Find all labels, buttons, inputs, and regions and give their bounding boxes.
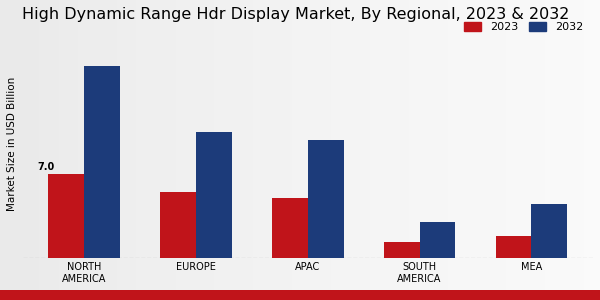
Bar	[160, 192, 196, 258]
Bar	[84, 66, 120, 258]
Bar	[272, 198, 308, 258]
Bar	[532, 204, 567, 258]
Bar	[308, 140, 344, 258]
Bar	[419, 222, 455, 258]
Bar	[496, 236, 532, 258]
Bar	[384, 242, 419, 258]
Bar	[49, 174, 84, 258]
Text: High Dynamic Range Hdr Display Market, By Regional, 2023 & 2032: High Dynamic Range Hdr Display Market, B…	[23, 7, 570, 22]
Legend: 2023, 2032: 2023, 2032	[460, 17, 587, 37]
Y-axis label: Market Size in USD Billion: Market Size in USD Billion	[7, 77, 17, 211]
Bar	[196, 132, 232, 258]
Text: 7.0: 7.0	[38, 162, 55, 172]
